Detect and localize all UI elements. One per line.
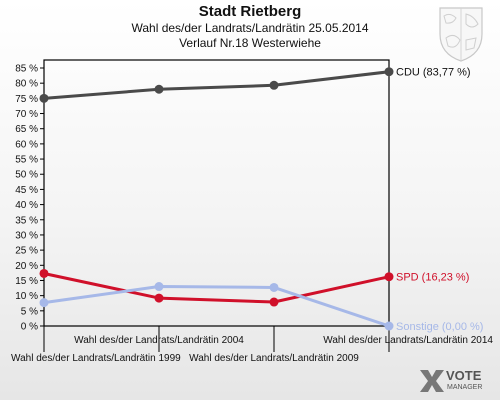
votemanager-logo: VOTE MANAGER	[420, 368, 482, 392]
y-tick-label: 80 %	[15, 79, 38, 90]
logo-text-manager: MANAGER	[447, 384, 482, 391]
coat-of-arms-icon	[439, 7, 483, 62]
y-axis-ticks: 0 % 5 % 10 % 15 % 20 % 25 % 30 % 35 % 40 % 45 % 50…	[15, 64, 44, 333]
data-point-spd	[384, 272, 394, 282]
y-tick-label: 20 %	[15, 261, 38, 272]
y-tick-label: 65 %	[15, 124, 38, 135]
x-tick-label: Wahl des/der Landrats/Landrätin 1999	[11, 353, 181, 364]
end-label-spd: SPD (16,23 %)	[396, 272, 469, 284]
data-point-cdu	[269, 80, 279, 90]
data-point-spd	[154, 293, 164, 303]
series-line-spd	[42, 271, 391, 304]
x-tick-label: Wahl des/der Landrats/Landrätin 2004	[74, 335, 244, 346]
y-tick-label: 85 %	[15, 64, 38, 75]
end-label-sonstige: Sonstige (0,00 %)	[396, 321, 483, 333]
y-tick-label: 55 %	[15, 155, 38, 166]
data-point-spd	[269, 297, 279, 307]
x-tick-label: Wahl des/der Landrats/Landrätin 2009	[189, 353, 359, 364]
y-tick-label: 60 %	[15, 139, 38, 150]
data-point-sonstige	[269, 282, 279, 292]
x-tick-label: Wahl des/der Landrats/Landrätin 2014	[323, 335, 493, 346]
chart-axes	[43, 59, 390, 327]
y-tick-label: 0 %	[21, 322, 38, 333]
y-tick-label: 40 %	[15, 200, 38, 211]
plot-frame	[43, 59, 390, 327]
data-point-sonstige	[39, 298, 49, 308]
y-tick-label: 30 %	[15, 230, 38, 241]
y-tick-label: 70 %	[15, 109, 38, 120]
y-tick-label: 25 %	[15, 246, 38, 257]
data-point-sonstige	[154, 282, 164, 292]
chart-subtitle: Wahl des/der Landrats/Landrätin 25.05.20…	[131, 21, 369, 35]
end-label-cdu: CDU (83,77 %)	[396, 67, 471, 79]
series-end-labels: CDU (83,77 %) SPD (16,23 %) Sonstige (0,00…	[396, 67, 483, 333]
y-tick-label: 50 %	[15, 170, 38, 181]
data-point-spd	[39, 268, 49, 278]
y-tick-label: 45 %	[15, 185, 38, 196]
chart-series	[39, 67, 394, 331]
data-point-cdu	[154, 84, 164, 94]
y-tick-label: 15 %	[15, 276, 38, 287]
series-line-sonstige	[42, 285, 391, 328]
data-point-cdu	[384, 67, 394, 77]
chart-title: Stadt Rietberg	[198, 3, 302, 20]
y-tick-label: 75 %	[15, 94, 38, 105]
y-tick-label: 10 %	[15, 291, 38, 302]
series-line-cdu	[42, 70, 391, 100]
y-tick-label: 5 %	[21, 306, 38, 317]
data-point-sonstige	[384, 321, 394, 331]
logo-text-vote: VOTE	[446, 368, 482, 383]
data-point-cdu	[39, 93, 49, 103]
y-tick-label: 35 %	[15, 215, 38, 226]
chart-subtitle-2: Verlauf Nr.18 Westerwiehe	[179, 36, 321, 50]
